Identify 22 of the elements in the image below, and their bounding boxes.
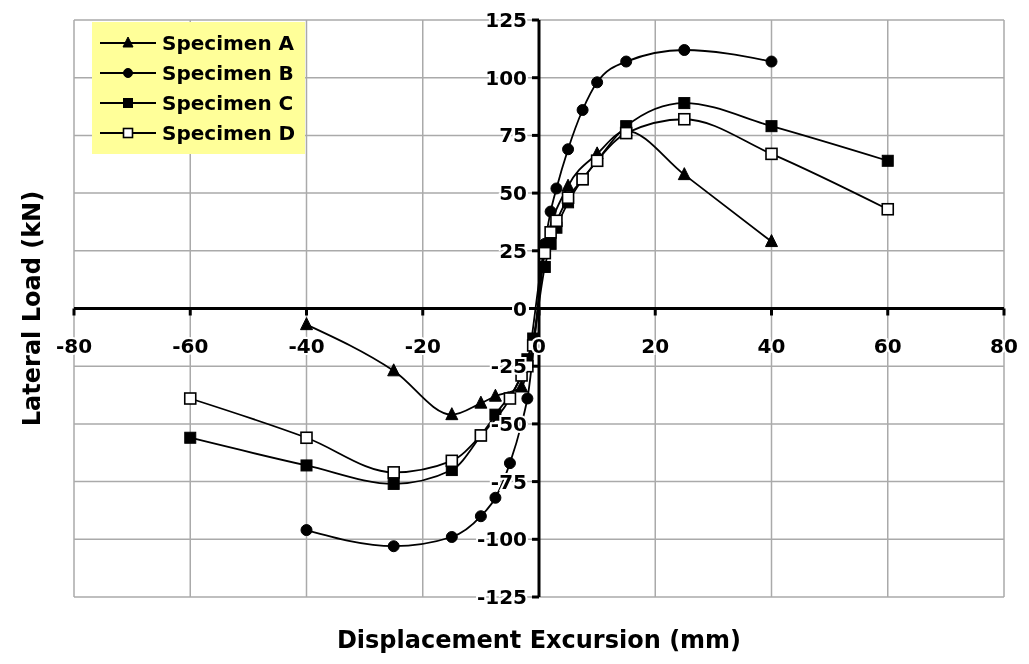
legend-label: Specimen B [162, 61, 294, 85]
y-tick-label: -125 [476, 585, 527, 609]
x-tick-label: 80 [990, 333, 1018, 358]
legend-label: Specimen D [162, 121, 296, 145]
x-tick-label: -80 [55, 333, 93, 358]
x-tick-label: -20 [404, 333, 441, 358]
y-tick-label: 50 [499, 181, 527, 206]
x-tick-label: 40 [757, 333, 786, 358]
legend-label: Specimen A [162, 31, 295, 55]
legend-label: Specimen C [162, 91, 294, 115]
x-tick-label: -40 [288, 333, 325, 358]
y-axis-title: Lateral Load (kN) [18, 190, 46, 427]
y-tick-label: 25 [499, 238, 527, 263]
x-tick-label: -60 [172, 333, 209, 358]
y-tick-label: 75 [499, 123, 527, 148]
y-tick-label: -100 [476, 527, 527, 552]
y-tick-label: 100 [485, 65, 527, 90]
y-tick-label: 0 [513, 296, 527, 321]
x-tick-label: 60 [873, 333, 902, 358]
x-tick-label: 20 [641, 333, 670, 358]
y-tick-label: 125 [485, 8, 527, 32]
x-axis-title: Displacement Excursion (mm) [336, 626, 742, 654]
